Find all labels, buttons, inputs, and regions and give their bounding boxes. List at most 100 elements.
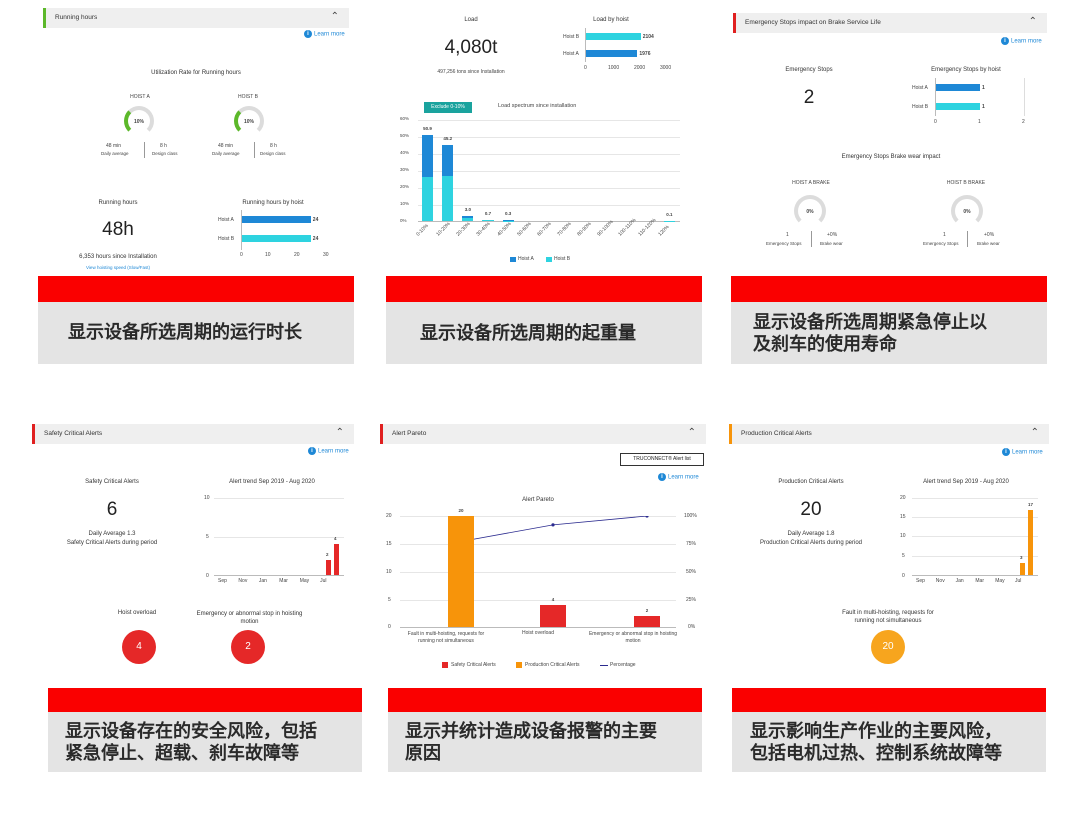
spectrum-x-label: 60-70% [536, 221, 553, 238]
pareto-bar-label: 20 [458, 508, 464, 513]
esh-axis [935, 78, 936, 116]
spectrum-x-label: 20-30% [455, 221, 473, 238]
rbh-tick: 30 [323, 252, 329, 258]
hoist-a-gauge [124, 106, 154, 136]
trend-bar [334, 544, 339, 575]
hoist-a-design: 8 h [160, 143, 167, 149]
spectrum-bar-label: 0.7 [484, 210, 492, 216]
chevron-up-icon[interactable]: ⌃ [330, 11, 339, 22]
exclude-tab[interactable]: Exclude 0-10% [424, 102, 472, 113]
section-header-alert-pareto[interactable]: Alert Pareto ⌃ [380, 424, 706, 444]
spectrum-x-label: 40-50% [495, 221, 513, 238]
hoist-overload-count[interactable]: 4 [122, 630, 156, 664]
spectrum-y-ticks: 60% 50% 40% 30% 20% 10% 0% [400, 116, 416, 227]
rbh-value-b: 24 [312, 236, 319, 242]
es-sub: Emergency Stops [923, 241, 959, 246]
spectrum-bar-hoist-b [462, 218, 474, 221]
learn-more-link[interactable]: i Learn more [304, 30, 345, 38]
brake-a-pct: 0% [806, 209, 814, 215]
learn-more-link[interactable]: i Learn more [308, 447, 349, 455]
section-title: Alert Pareto [392, 430, 427, 437]
category-label: Emergency or abnormal stop in hoisting m… [588, 631, 678, 644]
caption-line-2: 原因 [405, 743, 441, 763]
spectrum-bar-hoist-b [442, 175, 454, 221]
y-tick: 5 [902, 553, 905, 559]
hoist-b-design: 8 h [270, 143, 277, 149]
y-tick: 10 [386, 569, 392, 575]
lbh-axis [585, 28, 586, 62]
lbh-label-a: Hoist A [563, 51, 579, 57]
es-sub: Emergency Stops [766, 241, 802, 246]
chevron-up-icon[interactable]: ⌃ [1030, 427, 1039, 438]
alerts-avg-sub: Safety Critical Alerts during period [66, 540, 158, 546]
section-header-emergency-stops[interactable]: Emergency Stops impact on Brake Service … [733, 13, 1047, 33]
rbh-bar-hoist-b [242, 235, 311, 242]
section-header-running-hours[interactable]: Running hours ⌃ [43, 8, 349, 28]
emergency-stop-count[interactable]: 2 [231, 630, 265, 664]
spectrum-y-tick: 0% [400, 218, 407, 223]
pareto-bar-label: 4 [551, 596, 555, 602]
month-label: May [995, 578, 1005, 584]
y-tick: 20 [386, 513, 392, 519]
brake-b-label: HOIST B BRAKE [946, 180, 986, 186]
hoist-a-daily: 48 min [106, 143, 122, 149]
learn-more-link[interactable]: i Learn more [658, 473, 699, 481]
caption-line-2: 紧急停止、超载、刹车故障等 [65, 743, 299, 763]
esh-title: Emergency Stops by hoist [931, 67, 1001, 73]
spectrum-y-tick: 20% [400, 184, 410, 189]
trend-bar [1028, 509, 1033, 575]
brake-b-pct: 0% [963, 209, 971, 215]
pareto-plot: 20 4 2 [400, 508, 676, 628]
lbh-tick: 3000 [660, 65, 672, 71]
panel-production-alerts: Production Critical Alerts ⌃ i Learn more… [726, 418, 1056, 778]
chevron-up-icon[interactable]: ⌃ [1028, 16, 1037, 27]
legend-swatch-production [516, 662, 522, 668]
y-tick: 5 [388, 597, 391, 603]
spectrum-bar-hoist-b [482, 220, 494, 221]
hoist-b-daily: 48 min [218, 143, 234, 149]
spectrum-y-tick: 40% [400, 150, 410, 155]
section-header-production-alerts[interactable]: Production Critical Alerts ⌃ [729, 424, 1049, 444]
hoist-b-label: HOIST B [238, 94, 258, 100]
running-hours-sub: 6,353 hours since Installation [79, 254, 157, 260]
month-label: Sep [218, 578, 227, 584]
rbh-value-a: 24 [312, 217, 319, 223]
brake-a-gauge [794, 195, 826, 227]
es-value: 2 [803, 87, 815, 108]
alerts-value: 20 [800, 499, 822, 520]
es-b-value: 1 [943, 232, 946, 238]
lbh-bar-hoist-b [586, 33, 641, 40]
chevron-up-icon[interactable]: ⌃ [687, 427, 696, 438]
rbh-tick: 0 [240, 252, 243, 258]
info-icon: i [1002, 448, 1010, 456]
spectrum-bar-hoist-b [422, 177, 434, 221]
caption-line-2: 包括电机过热、控制系统故障等 [750, 743, 1002, 763]
trend-bar-label: 2 [326, 551, 329, 557]
spectrum-plot: 50.9 45.2 3.0 0.7 0.3 0.1 [418, 120, 680, 222]
spectrum-y-tick: 10% [400, 201, 410, 206]
section-title: Running hours [55, 14, 98, 21]
rbh-bar-hoist-a [242, 216, 311, 223]
alerts-value: 6 [106, 499, 118, 520]
chevron-up-icon[interactable]: ⌃ [335, 427, 344, 438]
legend-label: Production Critical Alerts [525, 662, 580, 668]
category-label: Fault in multi-hoisting, requests for ru… [407, 631, 485, 644]
learn-more-link[interactable]: i Learn more [1002, 448, 1043, 456]
multi-hoisting-count[interactable]: 20 [871, 630, 905, 664]
section-header-safety-alerts[interactable]: Safety Critical Alerts ⌃ [32, 424, 354, 444]
esh-tick: 2 [1022, 119, 1025, 125]
month-label: Jul [320, 578, 327, 584]
r-tick: 25% [686, 597, 697, 603]
truconnect-alert-list-button[interactable]: TRUCONNECT® Alert list [620, 453, 704, 466]
spectrum-x-label: 120% [657, 224, 671, 238]
hoisting-speed-link[interactable]: View hoisting speed (Slow/Fast) [86, 265, 150, 270]
legend-label: Safety Critical Alerts [451, 662, 496, 668]
month-label: Mar [279, 578, 288, 584]
load-sub: 497,256 tons since Installation [437, 69, 505, 75]
wear-a-value: +0% [827, 232, 838, 238]
esh-bar-hoist-b [936, 103, 980, 110]
lbh-tick: 2000 [634, 65, 646, 71]
rbh-title: Running hours by hoist [242, 200, 304, 206]
pareto-title: Alert Pareto [522, 497, 554, 503]
learn-more-link[interactable]: i Learn more [1001, 37, 1042, 45]
